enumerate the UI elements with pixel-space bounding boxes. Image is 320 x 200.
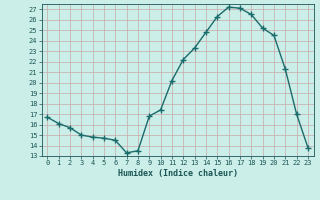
- X-axis label: Humidex (Indice chaleur): Humidex (Indice chaleur): [118, 169, 237, 178]
